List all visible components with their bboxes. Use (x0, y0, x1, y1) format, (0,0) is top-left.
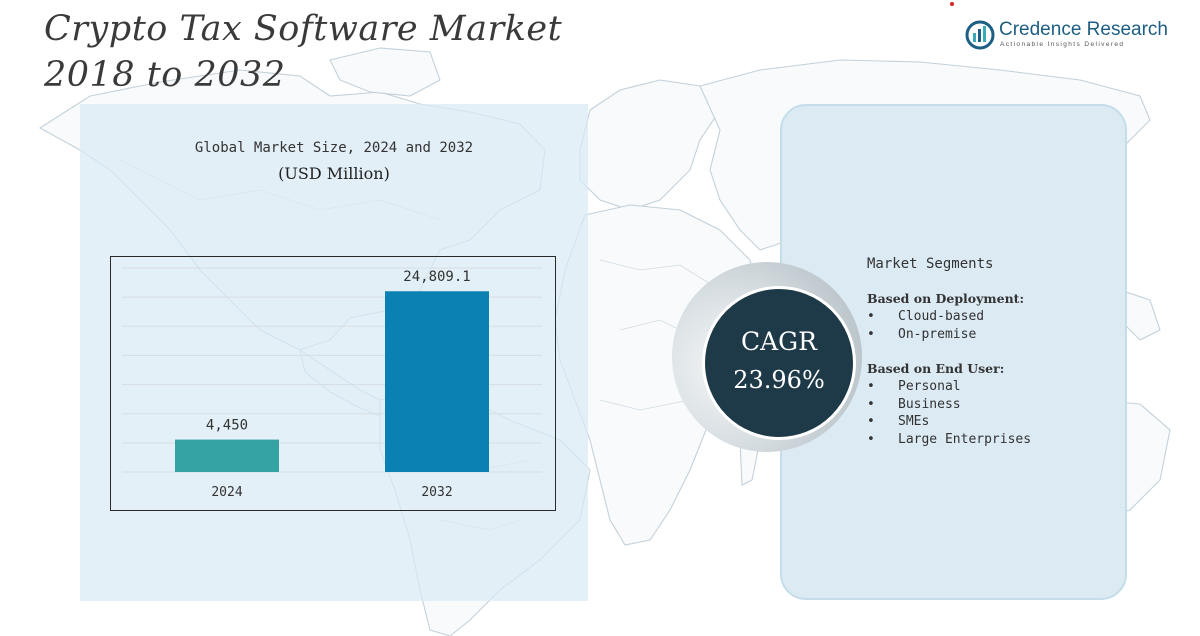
brand-logo-icon (965, 20, 995, 50)
chart-frame (110, 256, 556, 511)
market-size-panel (80, 104, 588, 601)
segment-list-end-user: Personal Business SMEs Large Enterprises (867, 378, 1117, 448)
segment-item: Cloud-based (867, 308, 1117, 326)
chart-title: Global Market Size, 2024 and 2032 (194, 140, 474, 156)
brand-name: Credence Research (999, 19, 1168, 40)
market-segments: Market Segments Based on Deployment: Clo… (867, 256, 1117, 465)
brand-tagline: Actionable Insights Delivered (1000, 41, 1125, 48)
market-size-bar-chart: 4,450 2024 24,809.1 2032 (110, 256, 556, 511)
bar-2024 (175, 439, 279, 472)
chart-unit: (USD Million) (278, 164, 390, 183)
segment-item: SMEs (867, 413, 1117, 431)
bar-2032 (385, 291, 489, 472)
cagr-badge: CAGR 23.96% (702, 286, 856, 440)
x-tick-label-2032: 2032 (421, 485, 452, 500)
red-dot-mark (950, 2, 954, 6)
page-title: Crypto Tax Software Market 2018 to 2032 (44, 6, 562, 98)
segments-title: Market Segments (867, 256, 994, 272)
cagr-label: CAGR (741, 327, 817, 356)
cagr-value: 23.96% (733, 366, 825, 394)
segment-heading-end-user: Based on End User: (867, 361, 1005, 376)
segment-heading-deployment: Based on Deployment: (867, 291, 1025, 306)
segment-item: Large Enterprises (867, 431, 1117, 449)
segment-item: Business (867, 396, 1117, 414)
brand-logo: Credence Research Actionable Insights De… (965, 18, 1168, 52)
segment-list-deployment: Cloud-based On-premise (867, 308, 1117, 343)
x-tick-label-2024: 2024 (211, 485, 242, 500)
title-line-2: 2018 to 2032 (44, 55, 286, 95)
title-line-1: Crypto Tax Software Market (44, 9, 563, 49)
chart-bars: 4,450 2024 24,809.1 2032 (175, 269, 489, 500)
data-label-2032: 24,809.1 (403, 269, 470, 285)
data-label-2024: 4,450 (206, 418, 248, 434)
segment-item: On-premise (867, 326, 1117, 344)
segment-item: Personal (867, 378, 1117, 396)
